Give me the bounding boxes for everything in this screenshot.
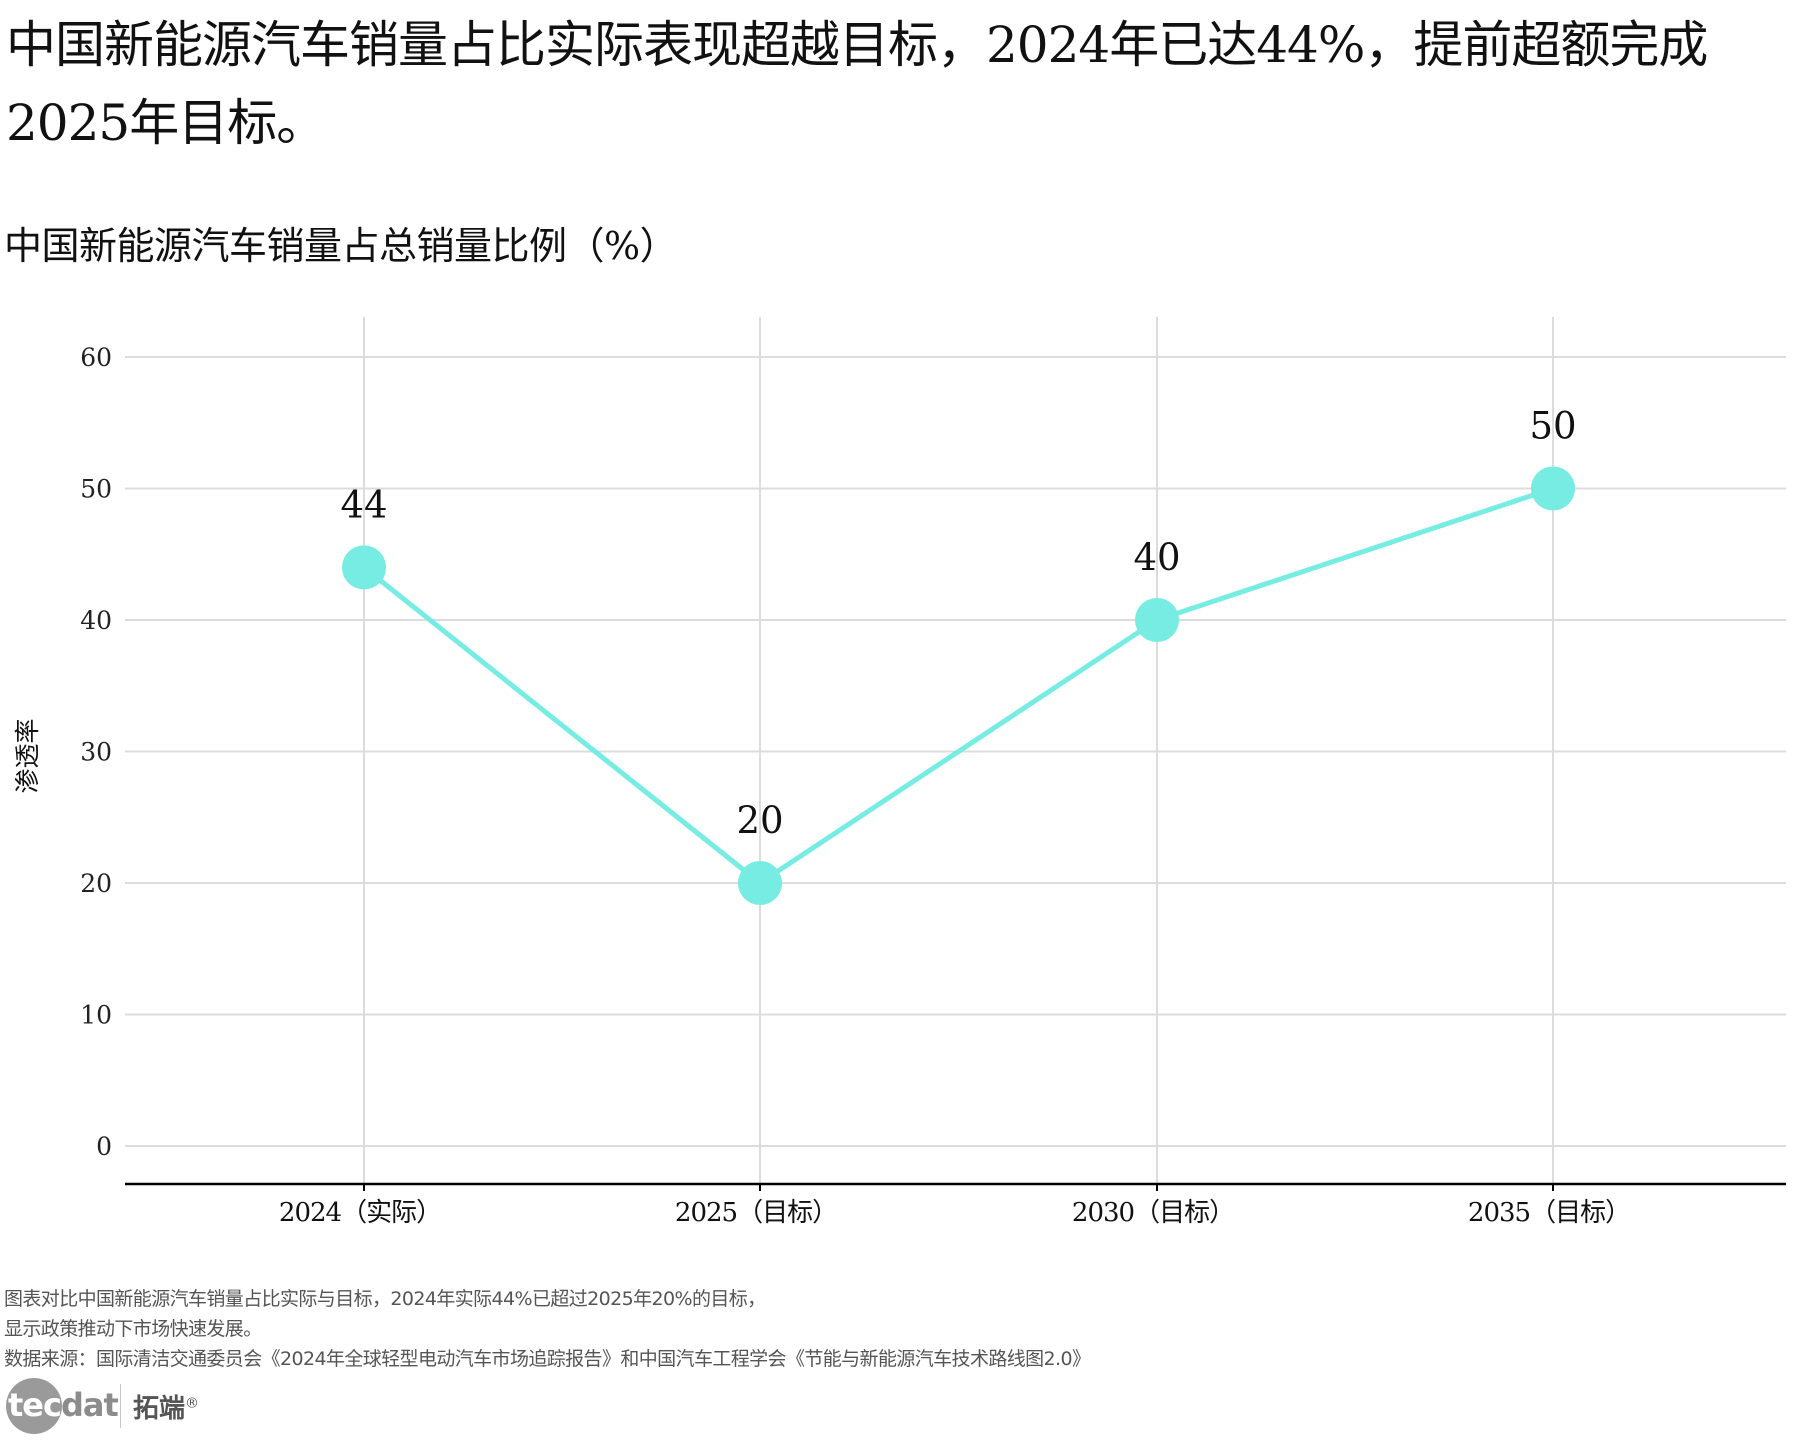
data-point-label: 40: [1133, 536, 1180, 579]
y-tick-label: 0: [96, 1132, 112, 1161]
logo-circle-icon: tecdat: [6, 1378, 119, 1434]
y-tick-label: 60: [80, 343, 112, 372]
chart-title: 中国新能源汽车销量占总销量比例（%）: [4, 224, 678, 268]
data-point-markers: [342, 466, 1575, 905]
y-axis-tick-labels: 0 10 20 30 40 50 60: [80, 343, 112, 1161]
data-point-marker: [342, 545, 386, 590]
data-point-labels: 44 20 40 50: [340, 405, 1576, 843]
x-tick-label: 2025（目标）: [675, 1198, 837, 1228]
y-tick-label: 10: [80, 1001, 112, 1030]
y-tick-label: 40: [80, 606, 112, 635]
y-tick-label: 50: [80, 475, 112, 504]
x-axis-tick-labels: 2024（实际） 2025（目标） 2030（目标） 2035（目标）: [279, 1198, 1631, 1228]
data-point-marker: [1531, 466, 1575, 511]
data-point-label: 50: [1529, 405, 1576, 448]
logo-wordmark: tecdat: [8, 1386, 119, 1424]
y-tick-label: 30: [80, 738, 112, 767]
y-axis-label: 渗透率: [13, 718, 42, 793]
data-point-marker: [738, 861, 782, 905]
x-tick-label: 2030（目标）: [1072, 1198, 1234, 1228]
logo-divider: [120, 1384, 121, 1428]
x-axis-ticks: [363, 1184, 1554, 1191]
x-tick-label: 2024（实际）: [279, 1198, 441, 1228]
y-tick-label: 20: [80, 869, 112, 898]
chart-note-line-2: 显示政策推动下市场快速发展。: [4, 1318, 262, 1340]
logo-chinese-name: 拓端®: [133, 1393, 200, 1424]
data-point-label: 44: [340, 483, 387, 526]
series-line: [362, 486, 1554, 886]
headline: 中国新能源汽车销量占比实际表现超越目标，2024年已达44%，提前超额完成202…: [6, 16, 1708, 152]
chart-note-line-1: 图表对比中国新能源汽车销量占比实际与目标，2024年实际44%已超过2025年2…: [4, 1288, 766, 1310]
data-point-marker: [1135, 598, 1179, 642]
footer: 图表对比中国新能源汽车销量占比实际与目标，2024年实际44%已超过2025年2…: [4, 1284, 1091, 1374]
x-tick-label: 2035（目标）: [1468, 1198, 1630, 1228]
data-point-label: 20: [736, 799, 783, 842]
data-source: 数据来源：国际清洁交通委员会《2024年全球轻型电动汽车市场追踪报告》和中国汽车…: [4, 1348, 1091, 1370]
brand-logo: tecdat 拓端®: [6, 1378, 199, 1434]
vertical-gridlines: [363, 317, 1554, 1184]
